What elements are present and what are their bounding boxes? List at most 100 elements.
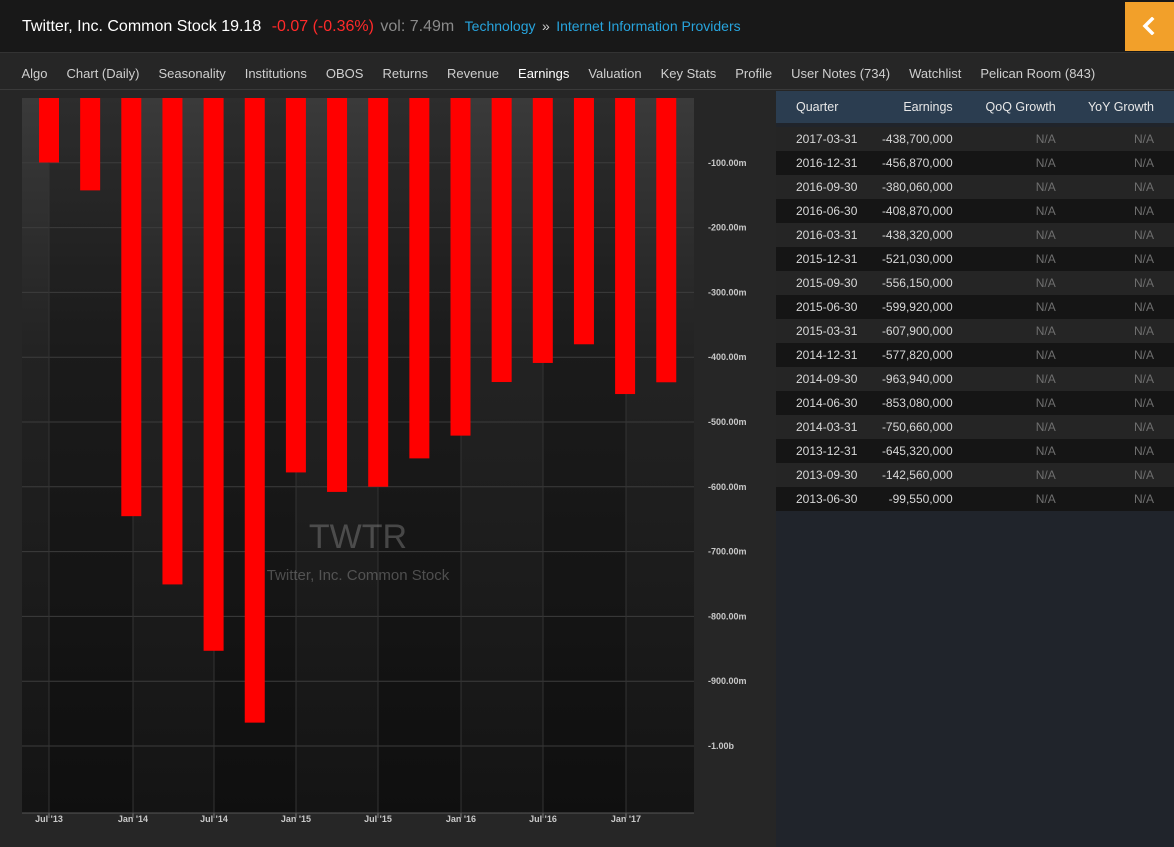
cell-qoq-growth: N/A (1035, 252, 1056, 266)
bar-2015-06-30[interactable] (368, 98, 389, 487)
tab-profile[interactable]: Profile (735, 66, 773, 81)
col-header-qoq[interactable]: QoQ Growth (985, 100, 1056, 114)
back-button[interactable] (1125, 2, 1174, 51)
cell-quarter: 2015-09-30 (796, 276, 858, 290)
bar-2016-09-30[interactable] (573, 98, 594, 345)
cell-qoq-growth: N/A (1035, 324, 1056, 338)
tab-valuation[interactable]: Valuation (588, 66, 642, 81)
table-row: 2016-06-30 -408,870,000 N/A N/A (776, 199, 1174, 223)
cell-yoy-growth: N/A (1133, 372, 1154, 386)
table-row: 2016-12-31 -456,870,000 N/A N/A (776, 151, 1174, 175)
tab-watchlist[interactable]: Watchlist (909, 66, 962, 81)
y-tick-label: -200.00m (708, 223, 747, 233)
cell-earnings: -456,870,000 (881, 156, 953, 170)
cell-quarter: 2016-03-31 (796, 228, 858, 242)
tab-institutions[interactable]: Institutions (244, 66, 307, 81)
cell-qoq-growth: N/A (1035, 420, 1056, 434)
cell-quarter: 2014-12-31 (796, 348, 858, 362)
bar-2016-03-31[interactable] (491, 98, 512, 383)
cell-earnings: -556,150,000 (881, 276, 953, 290)
col-header-earnings[interactable]: Earnings (903, 100, 953, 114)
y-tick-label: -300.00m (708, 287, 747, 297)
earnings-table: Quarter Earnings QoQ Growth YoY Growth 2… (776, 91, 1174, 511)
bar-2015-09-30[interactable] (409, 98, 430, 459)
cell-yoy-growth: N/A (1133, 252, 1154, 266)
y-tick-label: -500.00m (708, 417, 747, 427)
bar-2013-09-30[interactable] (80, 98, 101, 191)
industry-link[interactable]: Internet Information Providers (556, 18, 741, 34)
bar-2015-12-31[interactable] (450, 98, 471, 436)
watermark-name: Twitter, Inc. Common Stock (267, 567, 450, 584)
cell-quarter: 2016-06-30 (796, 204, 858, 218)
bar-2013-06-30[interactable] (39, 98, 59, 163)
cell-quarter: 2016-09-30 (796, 180, 858, 194)
cell-earnings: -750,660,000 (881, 420, 953, 434)
cell-yoy-growth: N/A (1133, 228, 1154, 242)
table-row: 2016-09-30 -380,060,000 N/A N/A (776, 175, 1174, 199)
tab-pelican-room-843[interactable]: Pelican Room (843) (980, 66, 1096, 81)
cell-qoq-growth: N/A (1035, 468, 1056, 482)
bar-2014-06-30[interactable] (203, 98, 224, 651)
cell-quarter: 2013-12-31 (796, 444, 858, 458)
tab-seasonality[interactable]: Seasonality (158, 66, 226, 81)
tab-obos[interactable]: OBOS (325, 66, 364, 81)
cell-qoq-growth: N/A (1035, 492, 1056, 506)
bar-2016-12-31[interactable] (615, 98, 636, 395)
cell-yoy-growth: N/A (1133, 300, 1154, 314)
cell-qoq-growth: N/A (1035, 156, 1056, 170)
tab-returns[interactable]: Returns (382, 66, 428, 81)
cell-earnings: -142,560,000 (881, 468, 953, 482)
cell-earnings: -577,820,000 (881, 348, 953, 362)
table-row: 2015-12-31 -521,030,000 N/A N/A (776, 247, 1174, 271)
cell-earnings: -99,550,000 (888, 492, 953, 506)
tab-chart-daily[interactable]: Chart (Daily) (66, 66, 140, 81)
cell-qoq-growth: N/A (1035, 348, 1056, 362)
cell-yoy-growth: N/A (1133, 468, 1154, 482)
y-tick-label: -700.00m (708, 547, 747, 557)
cell-earnings: -438,320,000 (881, 228, 953, 242)
cell-earnings: -438,700,000 (881, 132, 953, 146)
bar-2014-09-30[interactable] (244, 98, 265, 723)
sector-link[interactable]: Technology (464, 18, 536, 34)
cell-yoy-growth: N/A (1133, 420, 1154, 434)
watermark-symbol: TWTR (309, 518, 407, 556)
bar-2016-06-30[interactable] (532, 98, 553, 363)
table-row: 2015-06-30 -599,920,000 N/A N/A (776, 295, 1174, 319)
bar-2017-03-31[interactable] (656, 98, 677, 383)
tab-earnings[interactable]: Earnings (518, 66, 570, 81)
table-row: 2013-12-31 -645,320,000 N/A N/A (776, 439, 1174, 463)
tab-revenue[interactable]: Revenue (446, 66, 500, 81)
tab-user-notes-734[interactable]: User Notes (734) (791, 66, 891, 81)
breadcrumb-separator: » (541, 18, 550, 34)
tab-navigation: Algo Chart (Daily) Seasonality Institutions… (0, 56, 1174, 90)
tab-key-stats[interactable]: Key Stats (660, 66, 717, 81)
earnings-chart: -100.00m -200.00m -300.00m -400.00m -500.00m… (0, 91, 774, 847)
y-tick-label: -100.00m (708, 158, 747, 168)
stock-price: 19.18 (221, 18, 262, 35)
bar-2014-12-31[interactable] (285, 98, 306, 473)
cell-yoy-growth: N/A (1133, 156, 1154, 170)
x-tick-label: Jul '14 (200, 814, 228, 824)
table-row: 2014-03-31 -750,660,000 N/A N/A (776, 415, 1174, 439)
col-header-yoy[interactable]: YoY Growth (1087, 100, 1154, 114)
cell-qoq-growth: N/A (1035, 444, 1056, 458)
x-tick-label: Jul '15 (364, 814, 392, 824)
company-name: Twitter, Inc. Common Stock (22, 18, 217, 35)
cell-earnings: -607,900,000 (881, 324, 953, 338)
cell-qoq-growth: N/A (1035, 276, 1056, 290)
cell-earnings: -853,080,000 (881, 396, 953, 410)
x-tick-label: Jan '14 (118, 814, 148, 824)
x-tick-label: Jul '13 (35, 814, 63, 824)
tab-algo[interactable]: Algo (21, 66, 48, 81)
y-tick-label: -400.00m (708, 352, 747, 362)
bar-2013-12-31[interactable] (121, 98, 142, 517)
earnings-table-panel: Quarter Earnings QoQ Growth YoY Growth 2… (776, 91, 1174, 847)
cell-quarter: 2014-09-30 (796, 372, 858, 386)
col-header-quarter[interactable]: Quarter (796, 100, 839, 114)
cell-qoq-growth: N/A (1035, 372, 1056, 386)
bar-2014-03-31[interactable] (162, 98, 183, 585)
table-header-row: Quarter Earnings QoQ Growth YoY Growth (776, 91, 1174, 123)
bar-2015-03-31[interactable] (327, 98, 348, 492)
cell-yoy-growth: N/A (1133, 276, 1154, 290)
cell-yoy-growth: N/A (1133, 132, 1154, 146)
